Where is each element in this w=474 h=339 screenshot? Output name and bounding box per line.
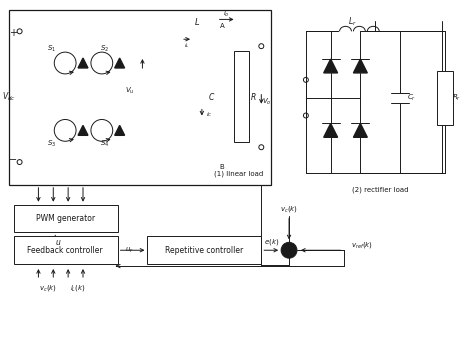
Text: $i_L$: $i_L$ [184, 41, 190, 49]
Text: $v_c(k)$: $v_c(k)$ [39, 283, 57, 293]
Polygon shape [78, 125, 88, 135]
Bar [9, 9, 271, 185]
Text: $-$: $-$ [282, 243, 290, 252]
Text: Feedback controller: Feedback controller [27, 246, 103, 255]
Text: PWM generator: PWM generator [36, 214, 95, 223]
Text: $V_u$: $V_u$ [125, 86, 135, 96]
Text: $L_r$: $L_r$ [348, 15, 357, 28]
Text: $v_c(k)$: $v_c(k)$ [280, 204, 298, 214]
Text: −: − [9, 155, 17, 165]
Text: $R_r$: $R_r$ [452, 93, 461, 103]
Text: +: + [9, 28, 17, 38]
Bar [14, 236, 118, 264]
Text: (1) linear load: (1) linear load [214, 171, 263, 177]
Text: $+$: $+$ [286, 248, 294, 258]
Text: $C$: $C$ [208, 91, 215, 102]
Text: $V_o$: $V_o$ [263, 97, 272, 107]
Polygon shape [78, 58, 88, 68]
Text: $u$: $u$ [55, 238, 62, 247]
Bar [437, 71, 453, 125]
Text: $e(k)$: $e(k)$ [264, 237, 279, 247]
Text: $S_4$: $S_4$ [100, 139, 109, 149]
Polygon shape [324, 59, 337, 73]
Bar [234, 51, 249, 142]
Text: $V_{dc}$: $V_{dc}$ [2, 91, 16, 103]
Circle shape [281, 242, 297, 258]
Text: $S_1$: $S_1$ [47, 44, 56, 54]
Text: $S_3$: $S_3$ [47, 139, 56, 149]
Polygon shape [324, 123, 337, 137]
Text: $S_2$: $S_2$ [100, 44, 109, 54]
Text: (2) rectifier load: (2) rectifier load [352, 186, 409, 193]
Text: A: A [220, 23, 225, 29]
Text: $L$: $L$ [194, 16, 200, 27]
Text: $C_r$: $C_r$ [407, 93, 417, 103]
Polygon shape [115, 58, 125, 68]
Text: $i_C$: $i_C$ [206, 110, 213, 119]
Bar [147, 236, 261, 264]
Text: $i_o$: $i_o$ [223, 8, 230, 19]
Text: $v_{ref}(k)$: $v_{ref}(k)$ [351, 240, 374, 250]
Text: $u_r$: $u_r$ [125, 246, 134, 255]
Polygon shape [115, 125, 125, 135]
Text: Repetitive controller: Repetitive controller [165, 246, 243, 255]
Text: B: B [220, 164, 225, 170]
Polygon shape [354, 123, 367, 137]
Text: $i_L(k)$: $i_L(k)$ [70, 283, 86, 293]
Text: $R$: $R$ [250, 91, 257, 102]
Bar [14, 205, 118, 233]
Polygon shape [354, 59, 367, 73]
